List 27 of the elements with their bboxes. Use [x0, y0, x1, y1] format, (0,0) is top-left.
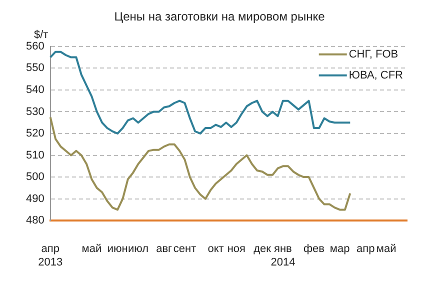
- x-tick-label: май: [82, 243, 102, 256]
- x-tick-label: апр: [356, 243, 375, 256]
- x-tick-label: дек: [254, 243, 272, 256]
- y-tick-label: 500: [26, 171, 44, 184]
- legend-label: СНГ, FOB: [348, 48, 398, 60]
- x-tick-label: июл: [128, 243, 149, 256]
- x-tick-label: июн: [107, 243, 128, 256]
- x-tick-label: фев: [303, 243, 325, 256]
- x-tick-label: окт: [208, 243, 224, 256]
- y-tick-label: 480: [26, 214, 44, 227]
- x-tick-label: мар: [330, 243, 350, 256]
- x-tick-label: янв 2014: [270, 243, 296, 268]
- y-tick-label: 530: [26, 106, 44, 118]
- y-axis-title: $/т: [34, 28, 48, 41]
- x-tick-label: ноя: [227, 243, 246, 256]
- y-tick-label: 550: [26, 62, 44, 74]
- legend-label: ЮВА, CFR: [348, 69, 404, 82]
- x-tick-label: авг: [156, 243, 172, 256]
- y-tick-label: 510: [26, 149, 44, 162]
- y-tick-label: 560: [26, 40, 44, 52]
- chart-title: Цены на заготовки на мировом рынке: [114, 10, 326, 24]
- y-tick-label: 540: [26, 84, 44, 96]
- x-tick-label: май: [376, 243, 396, 256]
- y-tick-label: 520: [26, 128, 44, 140]
- x-tick-label: сент: [173, 243, 196, 256]
- x-tick-label: апр 2013: [38, 243, 63, 268]
- y-tick-label: 490: [26, 192, 44, 205]
